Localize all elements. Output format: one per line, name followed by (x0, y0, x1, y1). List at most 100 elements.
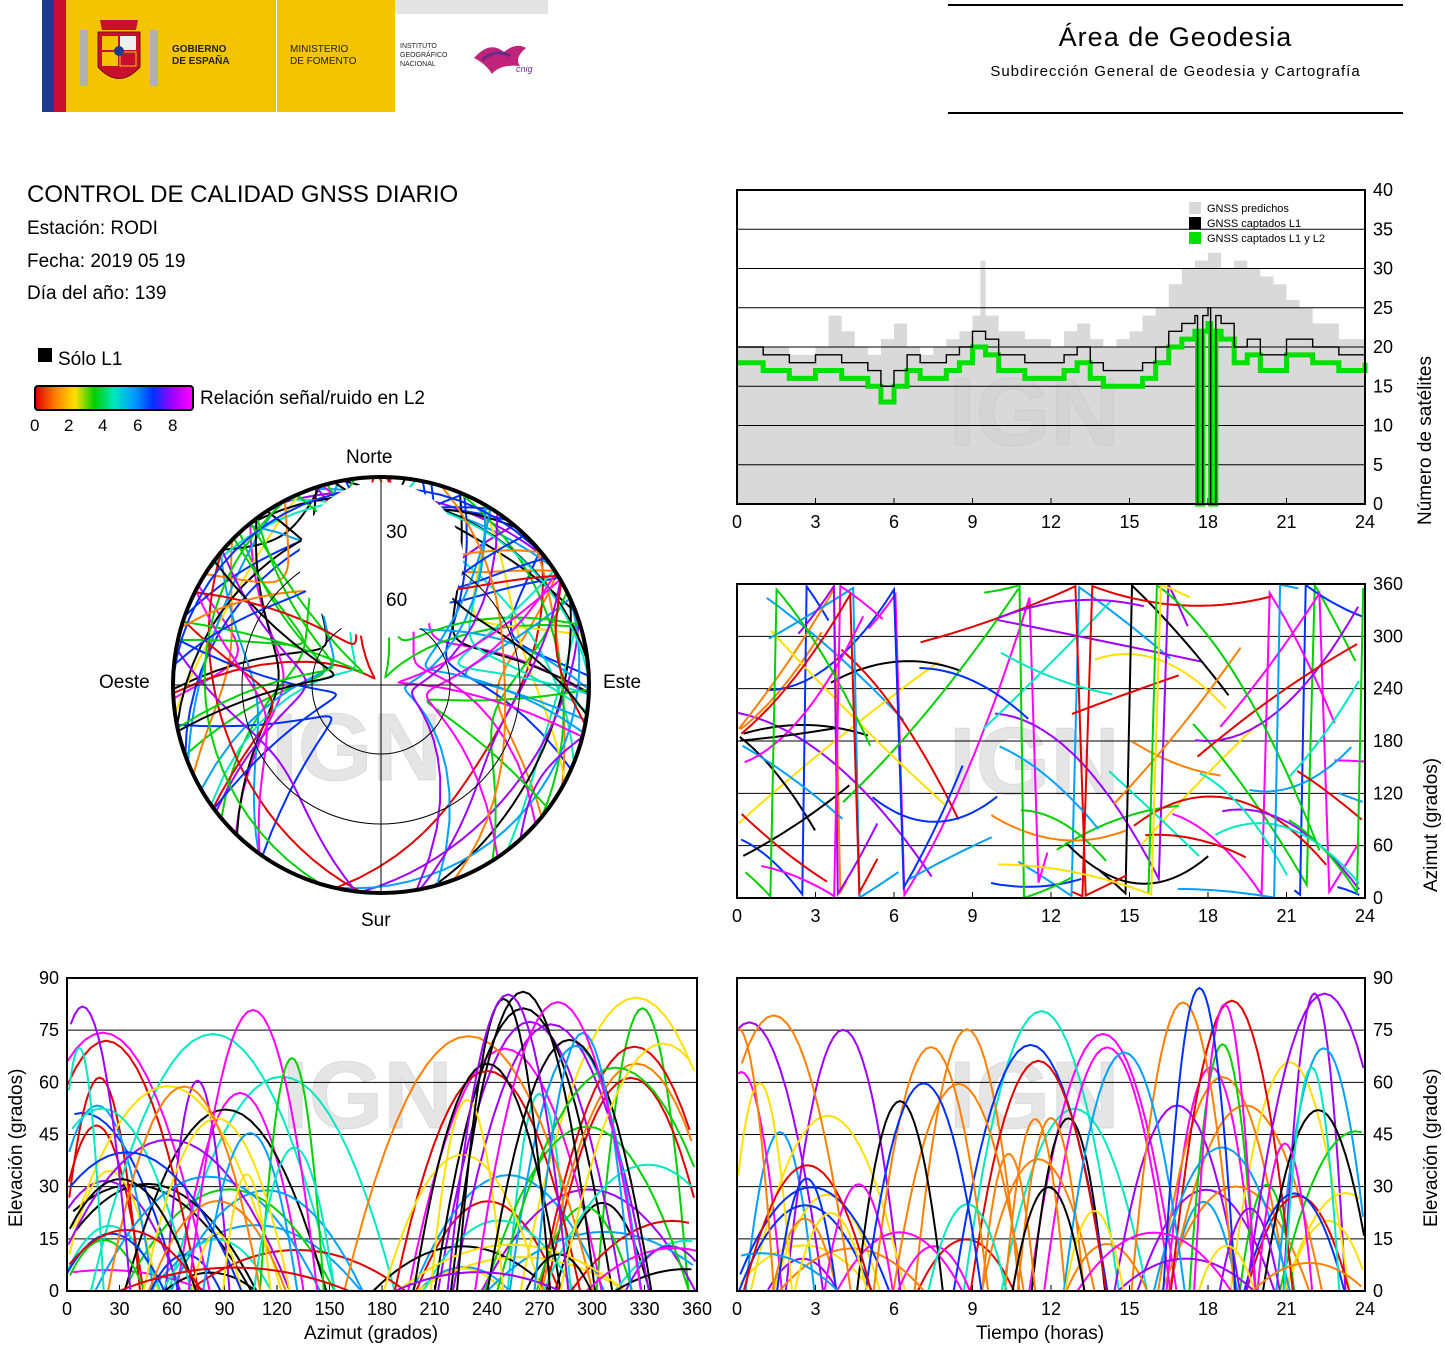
elt-track (1076, 1231, 1232, 1292)
skyplot-south-label: Sur (361, 910, 391, 931)
elaz-track (107, 1085, 262, 1292)
area-header-box (948, 4, 1403, 114)
elaz-track (68, 1228, 203, 1292)
snr-colorbar (34, 385, 194, 411)
count-ytick-label: 20 (1373, 337, 1393, 357)
elaz-track (149, 1253, 222, 1292)
snr-tick-0: 0 (30, 416, 40, 435)
count-xtick-label: 3 (810, 512, 820, 532)
elt-track (962, 1009, 1120, 1292)
az-track (997, 583, 1191, 897)
az-track (737, 711, 933, 878)
elaz-track (437, 1020, 623, 1292)
elaz-xtick-label: 330 (629, 1299, 659, 1319)
count-ytick-label: 5 (1373, 455, 1383, 475)
skyplot-track (182, 619, 274, 809)
elaz-track (415, 1200, 561, 1292)
elaz-track (191, 1231, 243, 1292)
skyplot-track (464, 597, 587, 722)
elt-xtick-label: 15 (1119, 1299, 1139, 1319)
elt-frame (736, 977, 1366, 1292)
elt-track (1193, 1002, 1257, 1292)
elaz-track (559, 1042, 690, 1292)
elt-track (1278, 1130, 1362, 1292)
elaz-track (545, 1076, 695, 1292)
skyplot-east-label: Este (603, 672, 641, 693)
az-track (1287, 680, 1360, 779)
elt-track (778, 1247, 925, 1292)
elaz-track (163, 1271, 257, 1292)
az-track (1296, 770, 1363, 821)
elt-track (892, 1082, 1025, 1292)
elaz-track (67, 1138, 291, 1292)
az-track (1099, 583, 1230, 896)
snr-tick-2: 2 (64, 416, 74, 435)
snr-tick-8: 8 (168, 416, 178, 435)
elt-track (1188, 1043, 1257, 1292)
skyplot-north-label: Norte (346, 447, 392, 468)
elaz-xtick-label: 120 (262, 1299, 292, 1319)
satellite-count-chart: IGN 0 5 10 15 20 25 30 35 40 0 3 6 9 12 15 18 21 24 GNSS p… (732, 180, 1436, 532)
elaz-track (474, 1001, 642, 1292)
elt-track (981, 1152, 1037, 1292)
az-ytick-label: 360 (1373, 574, 1403, 594)
az-track (1131, 740, 1221, 777)
elaz-track (372, 1245, 552, 1292)
az-ytick-label: 180 (1373, 731, 1403, 751)
ministerio-label: MINISTERIO DE FOMENTO (290, 44, 357, 67)
az-track (999, 745, 1100, 830)
elaz-track (411, 1174, 605, 1292)
elaz-track (446, 993, 570, 1292)
az-xtick-label: 15 (1119, 906, 1139, 926)
az-xtick-label: 6 (889, 906, 899, 926)
report-title: CONTROL DE CALIDAD GNSS DIARIO (27, 181, 459, 208)
elaz-xtick-label: 150 (314, 1299, 344, 1319)
ign-watermark: IGN (271, 694, 442, 801)
elt-track (1238, 1183, 1296, 1292)
skyplot-track (177, 560, 335, 732)
elt-track (872, 1045, 990, 1292)
elt-track (1162, 986, 1237, 1292)
elt-track (1252, 1261, 1362, 1292)
elt-track (737, 1082, 793, 1292)
elt-track (784, 1028, 902, 1292)
elaz-track (69, 1239, 146, 1292)
elaz-ytick-label: 90 (39, 968, 59, 988)
elaz-track (202, 1131, 299, 1292)
elaz-xlabel: Azimut (grados) (304, 1323, 438, 1344)
skyplot-west-label: Oeste (99, 672, 150, 693)
area-title: Área de Geodesia (1058, 22, 1293, 52)
elevation-azimuth-chart: IGN 0 15 30 45 60 75 90 0 30 60 90 120 150 180 210 240 27… (6, 968, 712, 1344)
az-track (1145, 833, 1247, 859)
elaz-xtick-label: 30 (109, 1299, 129, 1319)
elt-track (1016, 1116, 1085, 1292)
elt-track (740, 1252, 839, 1292)
cnig-logo-icon (474, 45, 526, 74)
elt-track (1262, 1108, 1366, 1292)
skyplot-track (177, 638, 338, 810)
skyplot-track (335, 552, 545, 889)
legend-swatch-predicted (1189, 202, 1201, 214)
az-track (997, 598, 1145, 620)
elt-track (1117, 1257, 1255, 1292)
az-track (1222, 808, 1360, 891)
elaz-track (542, 1163, 693, 1292)
ign-logo-bar (395, 0, 548, 14)
skyplot-track (403, 504, 486, 886)
elaz-xtick-label: 180 (367, 1299, 397, 1319)
elt-ytick-label: 45 (1373, 1125, 1393, 1145)
elaz-track (122, 1188, 336, 1292)
az-track (1147, 583, 1321, 894)
skyplot-track (207, 551, 362, 893)
az-track (990, 878, 1082, 888)
skyplot-track (432, 598, 572, 888)
elaz-track (506, 1092, 572, 1292)
az-ytick-label: 0 (1373, 888, 1383, 908)
l1-only-swatch (38, 348, 52, 362)
elt-track (749, 1114, 906, 1292)
elt-track (1243, 1192, 1346, 1292)
elt-track (1218, 1207, 1281, 1292)
elaz-track (94, 1175, 321, 1292)
az-track (740, 591, 879, 897)
count-xtick-label: 6 (889, 512, 899, 532)
